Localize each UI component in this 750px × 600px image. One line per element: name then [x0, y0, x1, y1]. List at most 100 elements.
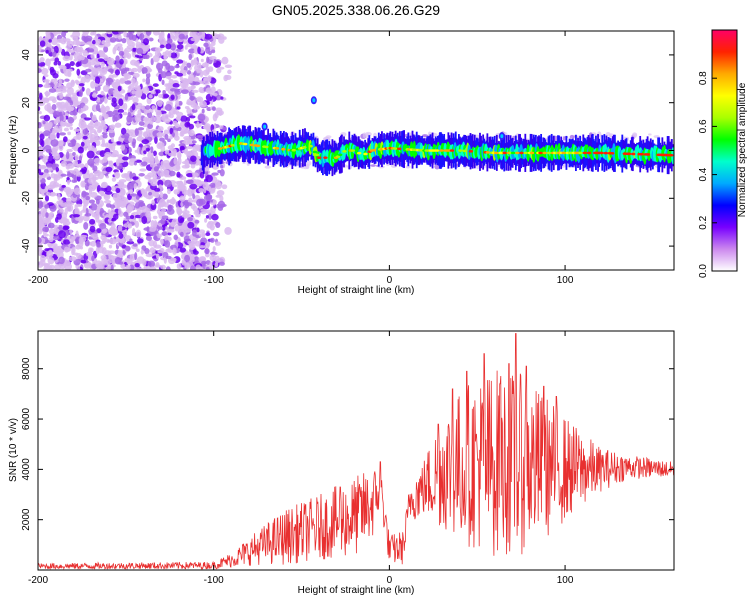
noise-speckle — [145, 194, 154, 200]
noise-speckle — [167, 65, 175, 72]
noise-speckle — [161, 60, 168, 67]
noise-speckle — [158, 33, 163, 41]
noise-speckle — [206, 240, 211, 248]
noise-speckle — [194, 194, 201, 201]
noise-speckle — [189, 265, 197, 270]
noise-speckle — [80, 76, 86, 85]
noise-speckle — [48, 215, 52, 221]
noise-speckle — [101, 39, 106, 45]
noise-speckle — [50, 78, 56, 83]
noise-speckle — [64, 263, 73, 270]
noise-speckle — [53, 176, 58, 184]
noise-speckle — [96, 205, 101, 214]
noise-speckle — [73, 187, 81, 195]
noise-speckle — [166, 38, 173, 45]
noise-speckle — [43, 156, 47, 165]
noise-speckle — [128, 83, 135, 92]
noise-speckle — [194, 64, 200, 72]
noise-speckle — [154, 115, 162, 124]
signal-peak — [449, 149, 455, 152]
noise-speckle — [204, 185, 212, 192]
noise-speckle — [189, 183, 198, 190]
y-tick-label: 2000 — [21, 508, 32, 531]
noise-speckle — [73, 128, 81, 132]
noise-speckle — [44, 239, 50, 244]
colorbar-tick-label: 0.8 — [698, 71, 709, 85]
noise-speckle — [200, 58, 204, 63]
noise-speckle — [142, 54, 147, 59]
noise-speckle — [113, 113, 121, 121]
noise-speckle — [107, 250, 116, 255]
noise-speckle — [158, 93, 164, 98]
noise-speckle — [197, 46, 201, 54]
noise-speckle — [192, 229, 197, 237]
noise-speckle — [84, 63, 92, 68]
noise-speckle — [69, 61, 75, 67]
noise-speckle — [198, 188, 204, 193]
noise-speckle — [176, 72, 184, 77]
noise-speckle — [154, 135, 158, 144]
noise-speckle — [79, 55, 85, 61]
noise-speckle — [166, 82, 173, 88]
signal-peak — [645, 153, 651, 156]
noise-speckle — [56, 38, 65, 44]
noise-speckle — [52, 182, 60, 187]
colorbar-tick-label: 0.6 — [698, 119, 709, 133]
noise-speckle — [74, 79, 79, 84]
noise-speckle — [188, 242, 196, 251]
noise-speckle — [224, 64, 233, 69]
noise-speckle — [214, 262, 219, 268]
noise-speckle — [115, 187, 121, 194]
noise-speckle — [87, 158, 95, 167]
noise-speckle — [192, 81, 201, 86]
noise-speckle — [63, 239, 71, 245]
noise-speckle — [56, 213, 62, 220]
noise-speckle — [171, 74, 178, 79]
noise-speckle — [156, 131, 164, 138]
signal-peak — [546, 151, 552, 155]
noise-speckle — [170, 143, 176, 148]
noise-speckle — [176, 263, 182, 270]
noise-speckle — [133, 161, 137, 166]
noise-speckle — [47, 224, 51, 228]
noise-speckle — [181, 149, 188, 154]
noise-speckle — [134, 262, 140, 268]
noise-speckle — [73, 115, 77, 120]
noise-speckle — [71, 179, 77, 183]
noise-speckle — [77, 75, 82, 79]
noise-speckle — [129, 171, 133, 179]
noise-speckle — [62, 122, 69, 126]
noise-speckle — [168, 113, 174, 119]
noise-speckle — [94, 139, 101, 147]
noise-speckle — [180, 128, 185, 137]
noise-speckle — [79, 211, 83, 216]
noise-speckle — [85, 127, 89, 135]
noise-speckle — [127, 182, 131, 191]
noise-speckle — [209, 56, 217, 61]
band-speckle — [421, 134, 429, 138]
noise-speckle — [91, 181, 97, 190]
noise-speckle — [173, 189, 180, 195]
noise-speckle — [112, 192, 119, 201]
noise-speckle — [73, 160, 79, 167]
noise-speckle — [204, 123, 211, 130]
noise-speckle — [151, 199, 156, 206]
noise-speckle — [69, 100, 74, 106]
noise-speckle — [176, 44, 184, 50]
noise-speckle — [48, 88, 57, 93]
noise-speckle — [147, 172, 155, 178]
noise-speckle — [91, 93, 97, 98]
noise-speckle — [215, 194, 222, 198]
noise-speckle — [179, 195, 186, 202]
noise-speckle — [198, 233, 206, 238]
noise-speckle — [158, 151, 165, 157]
noise-speckle — [111, 177, 117, 182]
noise-speckle — [101, 104, 105, 113]
noise-speckle — [74, 203, 83, 208]
noise-speckle — [45, 49, 49, 54]
noise-speckle — [212, 231, 220, 237]
noise-speckle — [100, 124, 108, 130]
noise-speckle — [93, 157, 101, 164]
noise-speckle — [102, 85, 110, 93]
noise-speckle — [111, 82, 119, 88]
